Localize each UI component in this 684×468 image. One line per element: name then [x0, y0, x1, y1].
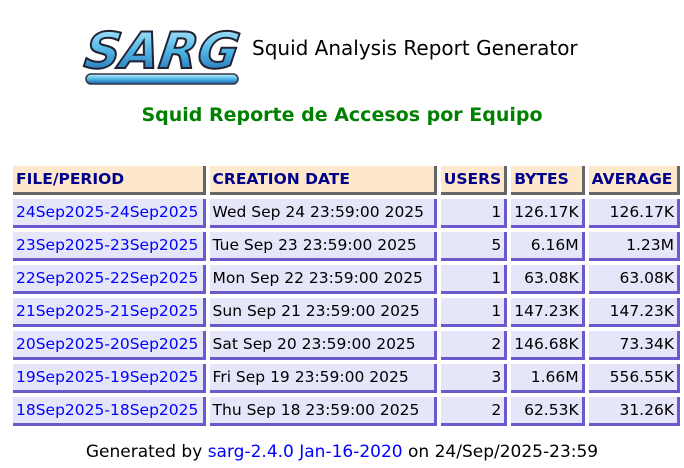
average-cell: 126.17K — [588, 199, 680, 228]
column-header-period: FILE/PERIOD — [13, 166, 206, 195]
average-cell: 63.08K — [588, 265, 680, 294]
period-cell: 24Sep2025-24Sep2025 — [13, 199, 206, 228]
column-header-creation-date: CREATION DATE — [209, 166, 437, 195]
bytes-cell: 62.53K — [511, 397, 585, 426]
users-cell: 3 — [440, 364, 508, 393]
footer-suffix: on 24/Sep/2025-23:59 — [408, 442, 599, 462]
period-cell: 19Sep2025-19Sep2025 — [13, 364, 206, 393]
creation-date-cell: Sat Sep 20 23:59:00 2025 — [209, 331, 437, 360]
creation-date-cell: Thu Sep 18 23:59:00 2025 — [209, 397, 437, 426]
creation-date-cell: Sun Sep 21 23:59:00 2025 — [209, 298, 437, 327]
period-cell: 22Sep2025-22Sep2025 — [13, 265, 206, 294]
users-cell: 1 — [440, 298, 508, 327]
footer-prefix: Generated by — [85, 442, 203, 462]
table-row: 22Sep2025-22Sep2025 Mon Sep 22 23:59:00 2… — [13, 265, 680, 294]
period-cell: 20Sep2025-20Sep2025 — [13, 331, 206, 360]
users-cell: 1 — [440, 265, 508, 294]
period-link[interactable]: 18Sep2025-18Sep2025 — [16, 401, 199, 419]
creation-date-cell: Mon Sep 22 23:59:00 2025 — [209, 265, 437, 294]
report-title: Squid Reporte de Accesos por Equipo — [141, 104, 543, 126]
bytes-cell: 6.16M — [511, 232, 585, 261]
bytes-cell: 63.08K — [511, 265, 585, 294]
creation-date-cell: Tue Sep 23 23:59:00 2025 — [209, 232, 437, 261]
app-title: Squid Analysis Report Generator — [252, 36, 578, 60]
period-cell: 23Sep2025-23Sep2025 — [13, 232, 206, 261]
period-cell: 18Sep2025-18Sep2025 — [13, 397, 206, 426]
period-link[interactable]: 19Sep2025-19Sep2025 — [16, 368, 199, 386]
average-cell: 1.23M — [588, 232, 680, 261]
period-link[interactable]: 23Sep2025-23Sep2025 — [16, 236, 199, 254]
users-cell: 5 — [440, 232, 508, 261]
footer: Generated by sarg-2.4.0 Jan-16-2020 on 2… — [0, 442, 684, 462]
average-cell: 73.34K — [588, 331, 680, 360]
average-cell: 556.55K — [588, 364, 680, 393]
column-header-users: USERS — [440, 166, 508, 195]
bytes-cell: 147.23K — [511, 298, 585, 327]
bytes-cell: 1.66M — [511, 364, 585, 393]
users-cell: 1 — [440, 199, 508, 228]
users-cell: 2 — [440, 397, 508, 426]
report-table: FILE/PERIOD CREATION DATE USERS BYTES AV… — [9, 162, 684, 430]
period-cell: 21Sep2025-21Sep2025 — [13, 298, 206, 327]
creation-date-cell: Fri Sep 19 23:59:00 2025 — [209, 364, 437, 393]
creation-date-cell: Wed Sep 24 23:59:00 2025 — [209, 199, 437, 228]
period-link[interactable]: 22Sep2025-22Sep2025 — [16, 269, 199, 287]
table-row: 24Sep2025-24Sep2025 Wed Sep 24 23:59:00 2… — [13, 199, 680, 228]
sarg-logo: SARG — [82, 20, 242, 85]
users-cell: 2 — [440, 331, 508, 360]
column-header-average: AVERAGE — [588, 166, 680, 195]
sarg-version-link[interactable]: sarg-2.4.0 Jan-16-2020 — [207, 442, 403, 462]
table-row: 20Sep2025-20Sep2025 Sat Sep 20 23:59:00 2… — [13, 331, 680, 360]
column-header-bytes: BYTES — [511, 166, 585, 195]
table-header-row: FILE/PERIOD CREATION DATE USERS BYTES AV… — [13, 166, 680, 195]
bytes-cell: 146.68K — [511, 331, 585, 360]
average-cell: 147.23K — [588, 298, 680, 327]
svg-text:SARG: SARG — [82, 21, 242, 80]
bytes-cell: 126.17K — [511, 199, 585, 228]
table-row: 18Sep2025-18Sep2025 Thu Sep 18 23:59:00 2… — [13, 397, 680, 426]
average-cell: 31.26K — [588, 397, 680, 426]
period-link[interactable]: 24Sep2025-24Sep2025 — [16, 203, 199, 221]
table-row: 21Sep2025-21Sep2025 Sun Sep 21 23:59:00 2… — [13, 298, 680, 327]
table-row: 19Sep2025-19Sep2025 Fri Sep 19 23:59:00 2… — [13, 364, 680, 393]
period-link[interactable]: 20Sep2025-20Sep2025 — [16, 335, 199, 353]
period-link[interactable]: 21Sep2025-21Sep2025 — [16, 302, 199, 320]
table-row: 23Sep2025-23Sep2025 Tue Sep 23 23:59:00 2… — [13, 232, 680, 261]
